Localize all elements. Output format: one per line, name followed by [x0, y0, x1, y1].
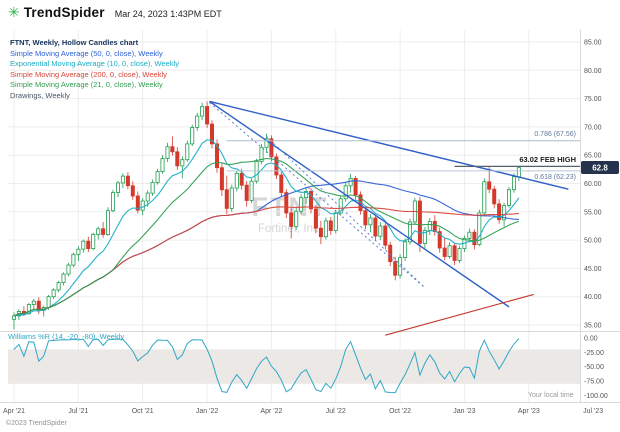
svg-text:Oct '21: Oct '21 [132, 408, 154, 415]
svg-text:-50.00: -50.00 [584, 364, 604, 371]
svg-text:Oct '22: Oct '22 [389, 408, 411, 415]
drawing-measure-1[interactable] [209, 102, 426, 289]
chart-datetime: Mar 24, 2023 1:43PM EDT [114, 9, 222, 19]
chart-legend: FTNT, Weekly, Hollow Candles chart Simpl… [10, 38, 179, 101]
price-axis: 85.00 80.00 75.00 70.00 65.00 60.00 55.00 50.00… [584, 40, 608, 400]
svg-text:70.00: 70.00 [584, 124, 602, 131]
drawing-measure-2[interactable] [266, 136, 426, 289]
svg-text:Jul '21: Jul '21 [68, 408, 88, 415]
fib-618-label[interactable]: 0.618 (62.23) [534, 174, 576, 181]
drawing-wedge-lower[interactable] [209, 100, 510, 308]
overlay-ema10[interactable] [13, 139, 520, 317]
brand-name: TrendSpider [23, 5, 105, 20]
legend-item-2[interactable]: Simple Moving Average (200, 0, close), W… [10, 69, 167, 79]
legend-indicator-list: Simple Moving Average (50, 0, close), We… [10, 49, 179, 102]
legend-item-1[interactable]: Exponential Moving Average (10, 0, close… [10, 59, 179, 68]
legend-item-3[interactable]: Simple Moving Average (21, 0, close), We… [10, 80, 163, 89]
legend-item-0[interactable]: Simple Moving Average (50, 0, close), We… [10, 48, 163, 58]
svg-text:50.00: 50.00 [584, 238, 602, 245]
candles-layer[interactable] [11, 101, 521, 330]
copyright-text: ©2023 TrendSpider [6, 420, 67, 427]
fib-786-label[interactable]: 0.786 (67.56) [534, 131, 576, 138]
last-price-value: 62.8 [592, 164, 608, 173]
svg-text:Jul '22: Jul '22 [326, 408, 346, 415]
svg-text:60.00: 60.00 [584, 181, 602, 188]
williams-r-legend[interactable]: Williams %R (14, -20, -80), Weekly [8, 332, 125, 341]
legend-item-4[interactable]: Drawings, Weekly [10, 90, 70, 100]
legend-symbol-title[interactable]: FTNT, Weekly, Hollow Candles chart [10, 38, 139, 47]
drawing-support-red[interactable] [385, 293, 534, 336]
williams-r-line[interactable] [13, 338, 520, 394]
time-axis: Apr '21 Jul '21 Oct '21 Jan '22 Apr '22 Jul '… [3, 408, 603, 415]
trendspider-logo-icon: ✳ [8, 4, 20, 20]
svg-text:Apr '23: Apr '23 [518, 408, 540, 415]
svg-text:Apr '22: Apr '22 [260, 408, 282, 415]
app-header: ✳ TrendSpider Mar 24, 2023 1:43PM EDT [8, 4, 222, 21]
svg-text:85.00: 85.00 [584, 40, 602, 47]
svg-text:55.00: 55.00 [584, 209, 602, 216]
svg-text:-75.00: -75.00 [584, 379, 604, 386]
svg-text:0.00: 0.00 [584, 336, 598, 343]
svg-text:Jul '23: Jul '23 [583, 408, 603, 415]
watermark-company: Fortinet, Inc. [258, 223, 322, 235]
svg-text:45.00: 45.00 [584, 266, 602, 273]
drawing-wedge-upper[interactable] [209, 100, 569, 190]
svg-text:Jan '22: Jan '22 [196, 408, 218, 415]
svg-text:35.00: 35.00 [584, 323, 602, 330]
pane-separators [0, 30, 620, 403]
svg-text:75.00: 75.00 [584, 96, 602, 103]
svg-text:-100.00: -100.00 [584, 393, 608, 400]
last-price-badge [581, 161, 619, 174]
overlay-sma21[interactable] [13, 157, 520, 317]
svg-text:80.00: 80.00 [584, 68, 602, 75]
feb-high-label[interactable]: 63.02 FEB HIGH [519, 155, 576, 164]
svg-text:-25.00: -25.00 [584, 350, 604, 357]
svg-text:40.00: 40.00 [584, 294, 602, 301]
svg-text:Jan '23: Jan '23 [453, 408, 475, 415]
local-time-text: Your local time [528, 392, 574, 399]
svg-text:Apr '21: Apr '21 [3, 408, 25, 415]
svg-text:65.00: 65.00 [584, 153, 602, 160]
williams-band [8, 349, 580, 384]
